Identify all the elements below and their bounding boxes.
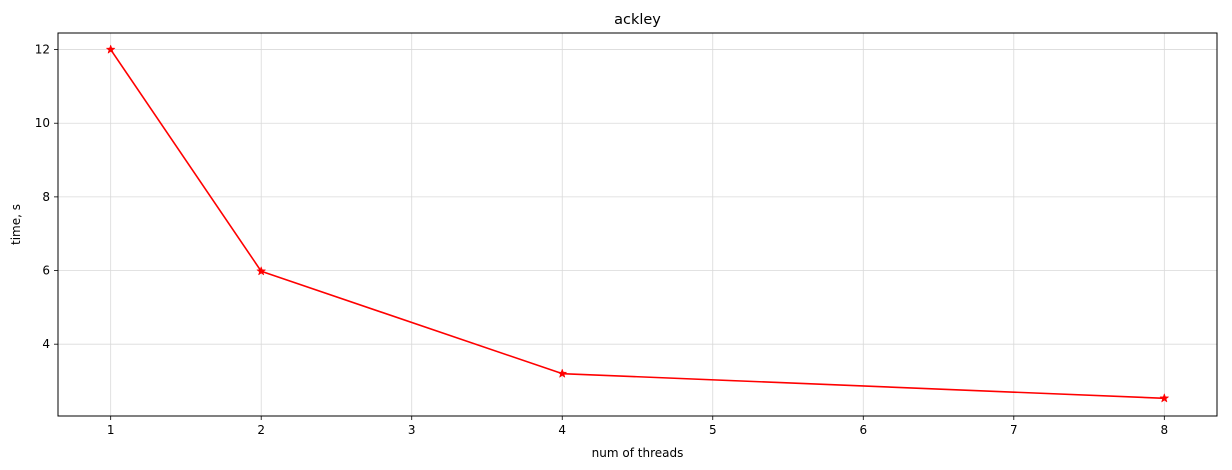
data-point-star	[1159, 392, 1170, 403]
y-tick-label: 6	[42, 264, 50, 278]
series-group	[105, 44, 1170, 403]
x-tick-label: 6	[859, 423, 867, 437]
y-axis-label: time, s	[9, 204, 23, 245]
chart-title: ackley	[614, 12, 661, 28]
x-axis-label: num of threads	[592, 446, 684, 460]
y-tick-label: 12	[35, 43, 50, 57]
x-tick-label: 4	[558, 423, 566, 437]
x-tick-label: 1	[107, 423, 115, 437]
x-tick-label: 7	[1010, 423, 1018, 437]
x-tick-label: 8	[1160, 423, 1168, 437]
plot-area	[57, 32, 1218, 417]
data-point-star	[105, 44, 116, 54]
series-line	[110, 49, 1165, 400]
y-tick-label: 10	[35, 116, 50, 130]
data-point-star	[557, 368, 568, 378]
x-tick-label: 3	[408, 423, 416, 437]
data-point-star	[256, 265, 267, 276]
x-tick-label: 5	[709, 423, 717, 437]
y-tick-label: 4	[42, 337, 50, 351]
x-tick-label: 2	[257, 423, 265, 437]
y-tick-label: 8	[42, 190, 50, 204]
grid	[58, 33, 1217, 416]
